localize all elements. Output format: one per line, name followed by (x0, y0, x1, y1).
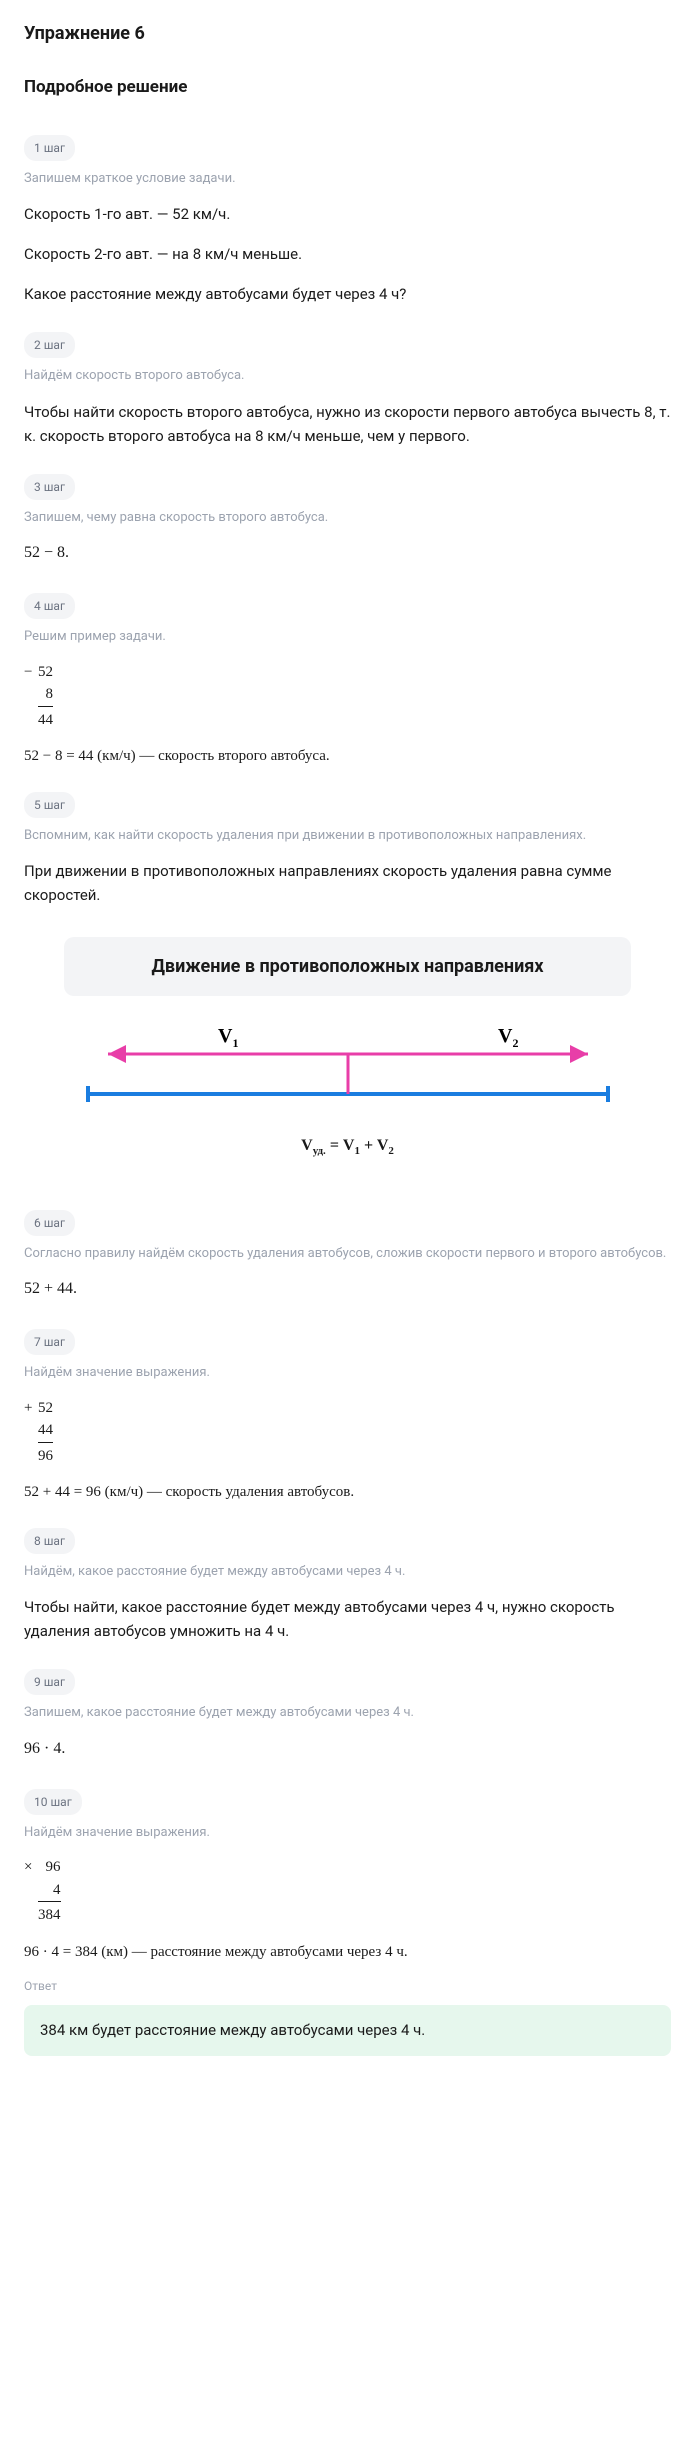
step-pill: 7 шаг (24, 1329, 75, 1355)
diagram-formula: Vуд. = V1 + V2 (24, 1134, 671, 1160)
text: ч. (409, 2021, 425, 2039)
step-pill: 6 шаг (24, 1210, 75, 1236)
step-pill: 10 шаг (24, 1789, 82, 1815)
result-line: 52 − 8 = 44 (км/ч) — скорость второго ав… (24, 745, 671, 768)
calc-result: 384 (38, 1901, 61, 1927)
text: ч. (393, 1944, 408, 1960)
step-desc: Запишем, какое расстояние будет между ав… (24, 1703, 671, 1723)
v1-label: V1 (218, 1025, 238, 1050)
math-result: 52 + 44 = 96 (24, 1484, 101, 1500)
text: км/ч меньше, чем у первого. (264, 427, 470, 445)
calc-operator: × (24, 1856, 38, 1879)
answer-value: 384 (40, 2021, 65, 2039)
math-expression: 52 − 8. (24, 541, 671, 565)
calc-operand: 8 (46, 683, 54, 706)
result-line: 52 + 44 = 96 (км/ч) — скорость удаления … (24, 1481, 671, 1504)
math-expression: 52 + 44. (24, 1277, 671, 1301)
result-line: 96 · 4 = 384 (км) — расстояние между авт… (24, 1941, 671, 1964)
calc-operand: 52 (38, 1397, 53, 1420)
value: 8 (193, 245, 201, 263)
text: (км/ч) — скорость второго автобуса. (93, 748, 329, 764)
step-desc: Решим пример задачи. (24, 627, 671, 647)
math-result: 96 · 4 = 384 (24, 1944, 97, 1960)
math-result: 52 − 8 = 44 (24, 748, 93, 764)
calc-operand: 44 (38, 1419, 53, 1442)
exercise-title: Упражнение 6 (24, 20, 671, 47)
text: ч. (273, 1622, 289, 1640)
step-desc: Найдём значение выражения. (24, 1363, 671, 1383)
step-pill: 8 шаг (24, 1528, 75, 1554)
calc-operand: 96 (46, 1856, 61, 1879)
calc-operator: + (24, 1397, 38, 1420)
step-text: Чтобы найти скорость второго автобуса, н… (24, 400, 671, 448)
text: = V (326, 1137, 355, 1154)
v2-label: V2 (498, 1025, 518, 1050)
step-desc: Найдём, какое расстояние будет между авт… (24, 1562, 671, 1582)
subscript: уд. (313, 1145, 326, 1157)
text: км/ч. (189, 205, 230, 223)
step-desc: Запишем краткое условие задачи. (24, 169, 671, 189)
subscript: 2 (388, 1145, 394, 1157)
condition-line: Скорость 1-го авт. — 52 км/ч. (24, 202, 671, 226)
step-pill: 4 шаг (24, 593, 75, 619)
step-text: При движении в противоположных направлен… (24, 859, 671, 907)
step-pill: 3 шаг (24, 474, 75, 500)
math-expression: 96 · 4. (24, 1737, 671, 1761)
text: Скорость 2-го авт. — на (24, 245, 193, 263)
calc-operand: 52 (38, 661, 53, 684)
step-desc: Вспомним, как найти скорость удаления пр… (24, 826, 671, 846)
arrow-left-head-icon (108, 1045, 126, 1063)
step-desc: Найдём скорость второго автобуса. (24, 366, 671, 386)
text: Какое расстояние между автобусами будет … (24, 285, 379, 303)
step-desc: Согласно правилу найдём скорость удалени… (24, 1244, 671, 1264)
text: (км) — расстояние между автобусами через (97, 1944, 385, 1960)
calc-operator: − (24, 661, 38, 684)
step-pill: 9 шаг (24, 1669, 75, 1695)
condition-line: Какое расстояние между автобусами будет … (24, 282, 671, 306)
text: V (301, 1137, 313, 1154)
calc-result: 44 (38, 706, 53, 732)
text: км/ч меньше. (201, 245, 302, 263)
vertical-calc: + 52 44 96 (24, 1397, 671, 1468)
diagram-title: Движение в противоположных направлениях (64, 937, 631, 996)
step-pill: 1 шаг (24, 135, 75, 161)
text: Чтобы найти, какое расстояние будет межд… (24, 1598, 475, 1616)
calc-operand: 4 (53, 1879, 61, 1902)
solution-title: Подробное решение (24, 75, 671, 101)
value: 52 (172, 205, 189, 223)
answer-box: 384 км будет расстояние между автобусами… (24, 2005, 671, 2056)
step-pill: 5 шаг (24, 792, 75, 818)
text: Скорость 1-го авт. — (24, 205, 172, 223)
value: 8 (255, 427, 263, 445)
arrow-right-head-icon (570, 1045, 588, 1063)
vertical-calc: − 52 8 44 (24, 661, 671, 732)
motion-diagram: Движение в противоположных направлениях … (24, 937, 671, 1160)
step-text: Чтобы найти, какое расстояние будет межд… (24, 1595, 671, 1643)
value: 4 (385, 1944, 393, 1960)
text: ч? (387, 285, 406, 303)
text: + V (360, 1137, 388, 1154)
text: (км/ч) — скорость удаления автобусов. (101, 1484, 354, 1500)
step-desc: Найдём значение выражения. (24, 1823, 671, 1843)
text: Чтобы найти скорость второго автобуса, н… (24, 403, 644, 421)
vertical-calc: × 96 4 384 (24, 1856, 671, 1927)
calc-result: 96 (38, 1442, 53, 1468)
value: 8 (644, 403, 652, 421)
text: км будет расстояние между автобусами чер… (65, 2021, 401, 2039)
step-desc: Запишем, чему равна скорость второго авт… (24, 508, 671, 528)
diagram-svg: V1 V2 (68, 1014, 628, 1124)
condition-line: Скорость 2-го авт. — на 8 км/ч меньше. (24, 242, 671, 266)
step-pill: 2 шаг (24, 332, 75, 358)
answer-label: Ответ (24, 1977, 671, 1995)
